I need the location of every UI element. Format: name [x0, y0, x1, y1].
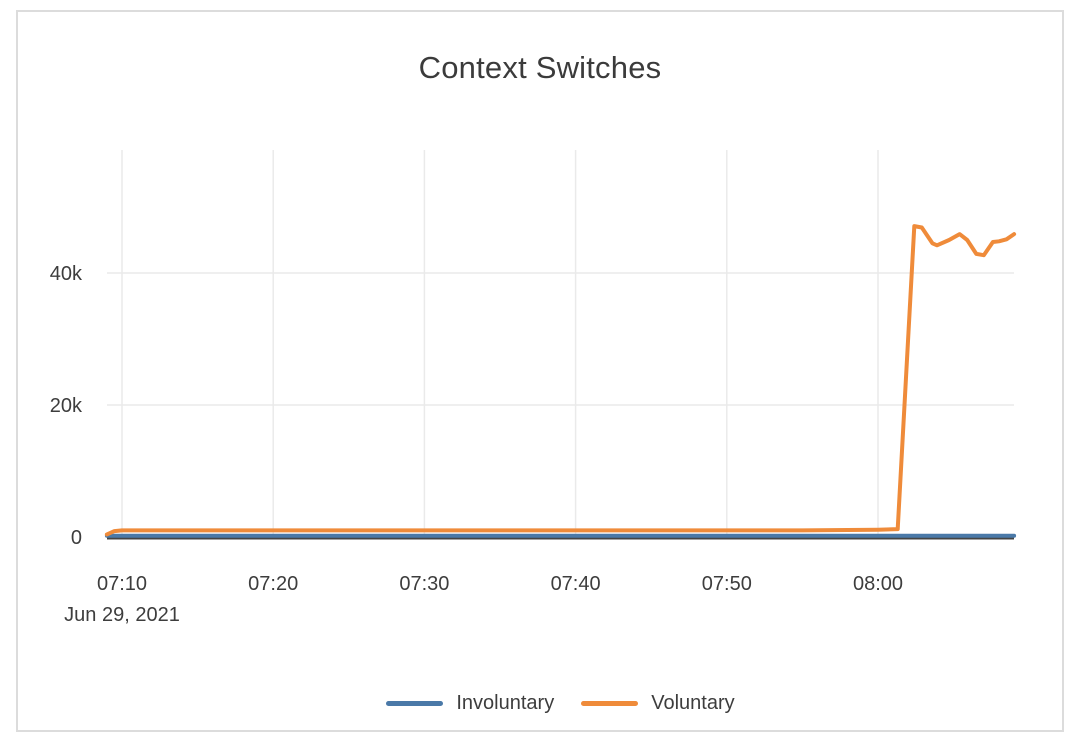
series-line-voluntary [104, 224, 1017, 537]
legend-item-involuntary[interactable]: Involuntary [386, 692, 554, 715]
legend-item-voluntary[interactable]: Voluntary [581, 691, 735, 715]
axis-labels: 07:10 07:20 07:30 07:40 07:50 08:00 0 20k 40k Jun… [50, 263, 903, 626]
x-tick-label: 07:50 [702, 573, 752, 595]
x-tick-label: 07:40 [551, 573, 601, 595]
x-tick-label: 07:30 [399, 573, 449, 595]
x-tick-label: 08:00 [853, 573, 903, 595]
legend-line-swatch [581, 700, 639, 706]
x-tick-label: 07:10 [97, 573, 147, 595]
plot-area[interactable] [107, 150, 1014, 537]
x-tick-label: 07:20 [248, 573, 298, 595]
gridlines [107, 150, 1014, 540]
chart-legend: Involuntary Voluntary [107, 688, 1014, 718]
series-lines [104, 224, 1017, 538]
y-tick-label: 20k [50, 395, 83, 417]
chart-card [16, 10, 1064, 732]
y-tick-label: 0 [71, 527, 82, 549]
legend-label: Involuntary [456, 691, 555, 714]
chart-title: Context Switches [418, 50, 662, 85]
y-tick-label: 40k [50, 263, 83, 285]
x-axis-date-label: Jun 29, 2021 [64, 604, 180, 626]
legend-label: Voluntary [651, 691, 735, 714]
legend-line-swatch [386, 700, 444, 706]
